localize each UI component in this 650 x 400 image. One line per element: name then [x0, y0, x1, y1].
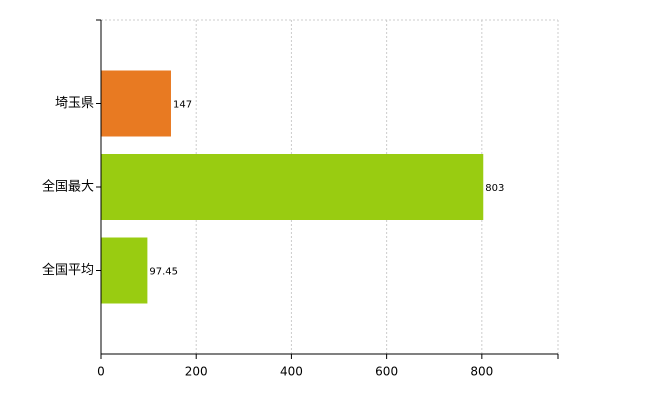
x-tick-label: 400 — [280, 365, 303, 379]
x-tick-label: 200 — [185, 365, 208, 379]
x-tick-label: 0 — [97, 365, 105, 379]
value-label: 147 — [173, 100, 192, 111]
y-tick-label: 埼玉県 — [55, 96, 94, 111]
value-label: 803 — [485, 183, 504, 194]
x-tick-label: 800 — [470, 365, 493, 379]
bar — [101, 70, 171, 137]
value-label: 97.45 — [149, 267, 178, 278]
bar — [101, 154, 484, 220]
y-tick-label: 全国平均 — [42, 262, 94, 278]
y-tick-label: 全国最大 — [42, 179, 94, 195]
bar — [101, 237, 148, 304]
x-tick-label: 600 — [375, 365, 398, 379]
